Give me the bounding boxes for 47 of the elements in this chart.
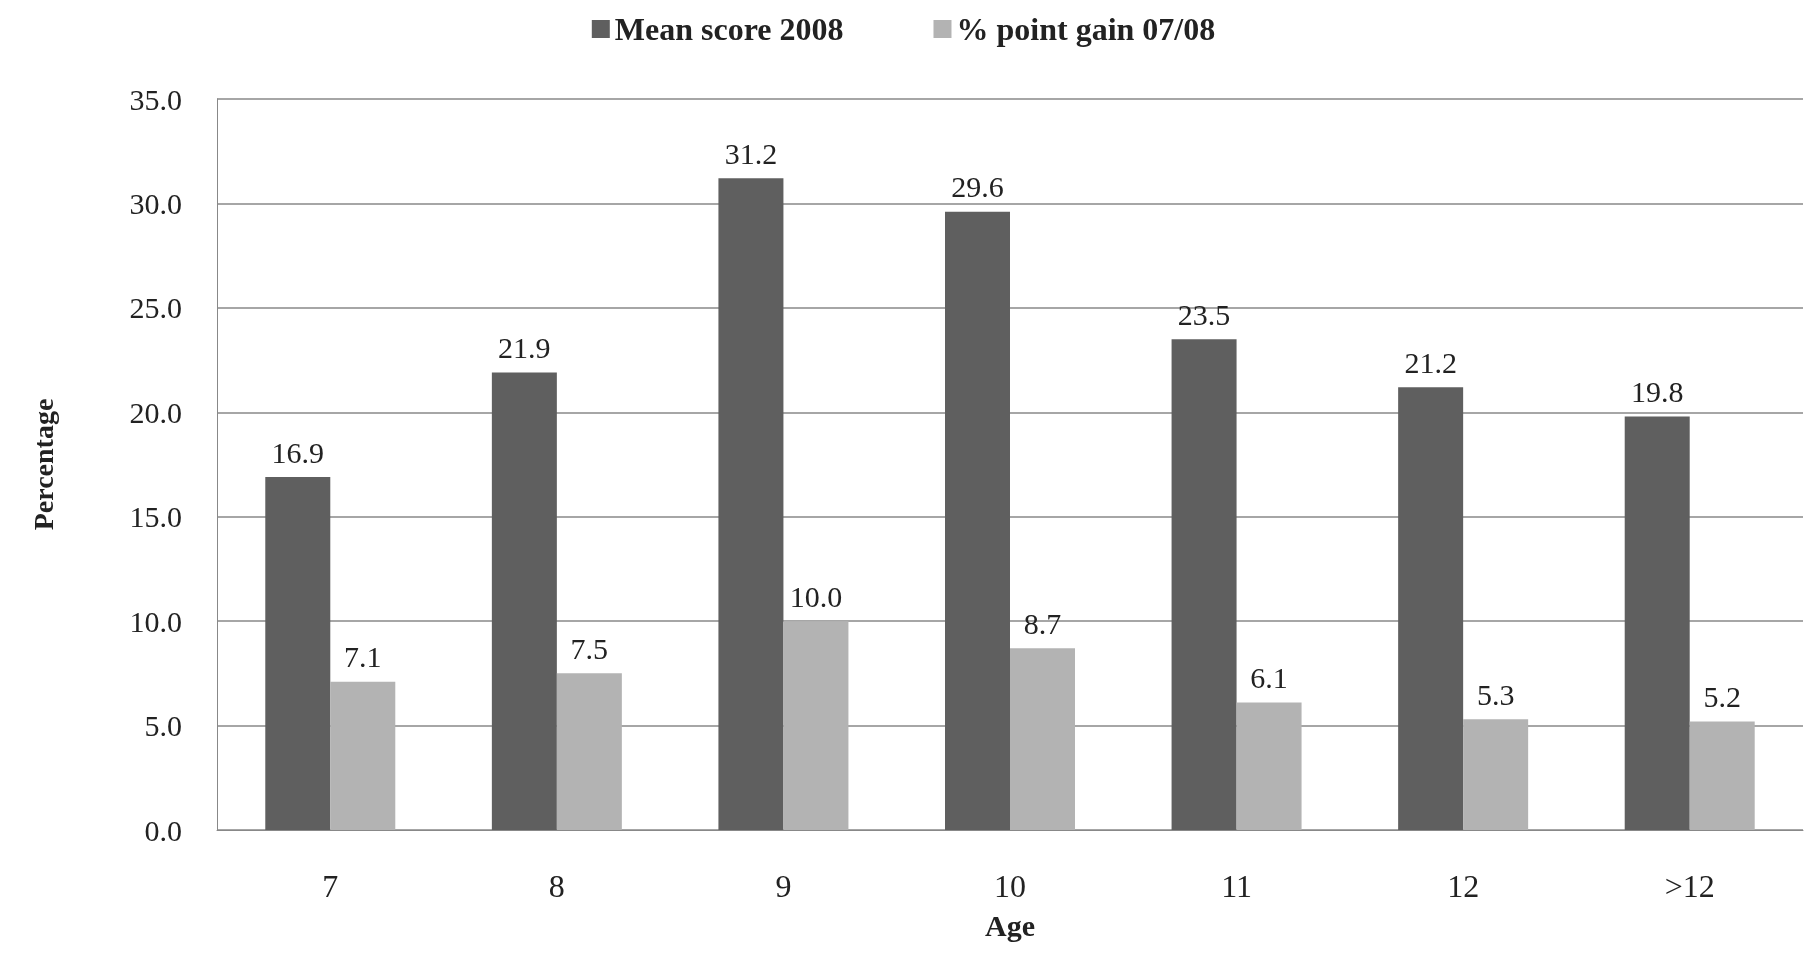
data-label: 16.9	[271, 435, 325, 469]
data-label: 31.2	[724, 136, 778, 170]
y-axis-title: Percentage	[27, 398, 59, 531]
y-tick-label: 15.0	[129, 500, 182, 534]
y-tick-label: 10.0	[129, 604, 182, 638]
y-tick-label: 20.0	[129, 395, 182, 429]
y-tick-label: 30.0	[129, 186, 182, 220]
bar	[1463, 719, 1529, 830]
bar	[718, 178, 784, 830]
legend-label: Mean score 2008	[614, 11, 844, 47]
data-label: 5.2	[1703, 679, 1741, 713]
data-label: 10.0	[789, 579, 843, 613]
bar	[1010, 648, 1075, 830]
y-tick-label: 0.0	[144, 813, 182, 847]
bar	[491, 372, 557, 830]
legend-label: % point gain 07/08	[956, 11, 1216, 47]
data-label: 21.2	[1404, 345, 1457, 379]
bar	[1171, 339, 1237, 830]
bar	[330, 681, 396, 830]
data-label: 6.1	[1250, 661, 1288, 695]
bar	[945, 211, 1010, 830]
data-label: 7.1	[344, 640, 382, 674]
x-tick-label: 10	[994, 868, 1026, 904]
bar	[265, 477, 331, 830]
data-label: 8.7	[1023, 606, 1062, 640]
x-tick-label: 7	[322, 868, 339, 904]
bar	[1624, 416, 1690, 830]
y-tick-label: 35.0	[129, 82, 182, 116]
x-tick-label: 12	[1447, 868, 1480, 904]
x-tick-label: >12	[1664, 868, 1715, 904]
bar	[1236, 702, 1302, 830]
data-label: 29.6	[951, 170, 1004, 204]
bar	[1398, 387, 1464, 830]
bar	[1689, 721, 1755, 830]
bar	[783, 621, 849, 830]
bar	[556, 673, 622, 830]
x-tick-label: 11	[1221, 868, 1252, 904]
data-label: 21.9	[498, 331, 551, 365]
data-label: 23.5	[1177, 297, 1231, 331]
data-label: 19.8	[1630, 374, 1684, 408]
y-tick-label: 25.0	[129, 291, 182, 325]
data-label: 7.5	[570, 631, 609, 665]
x-axis-title: Age	[985, 908, 1035, 942]
x-tick-label: 8	[548, 868, 565, 904]
y-tick-label: 5.0	[144, 709, 182, 743]
x-tick-label: 9	[775, 868, 792, 904]
data-label: 5.3	[1476, 677, 1515, 711]
